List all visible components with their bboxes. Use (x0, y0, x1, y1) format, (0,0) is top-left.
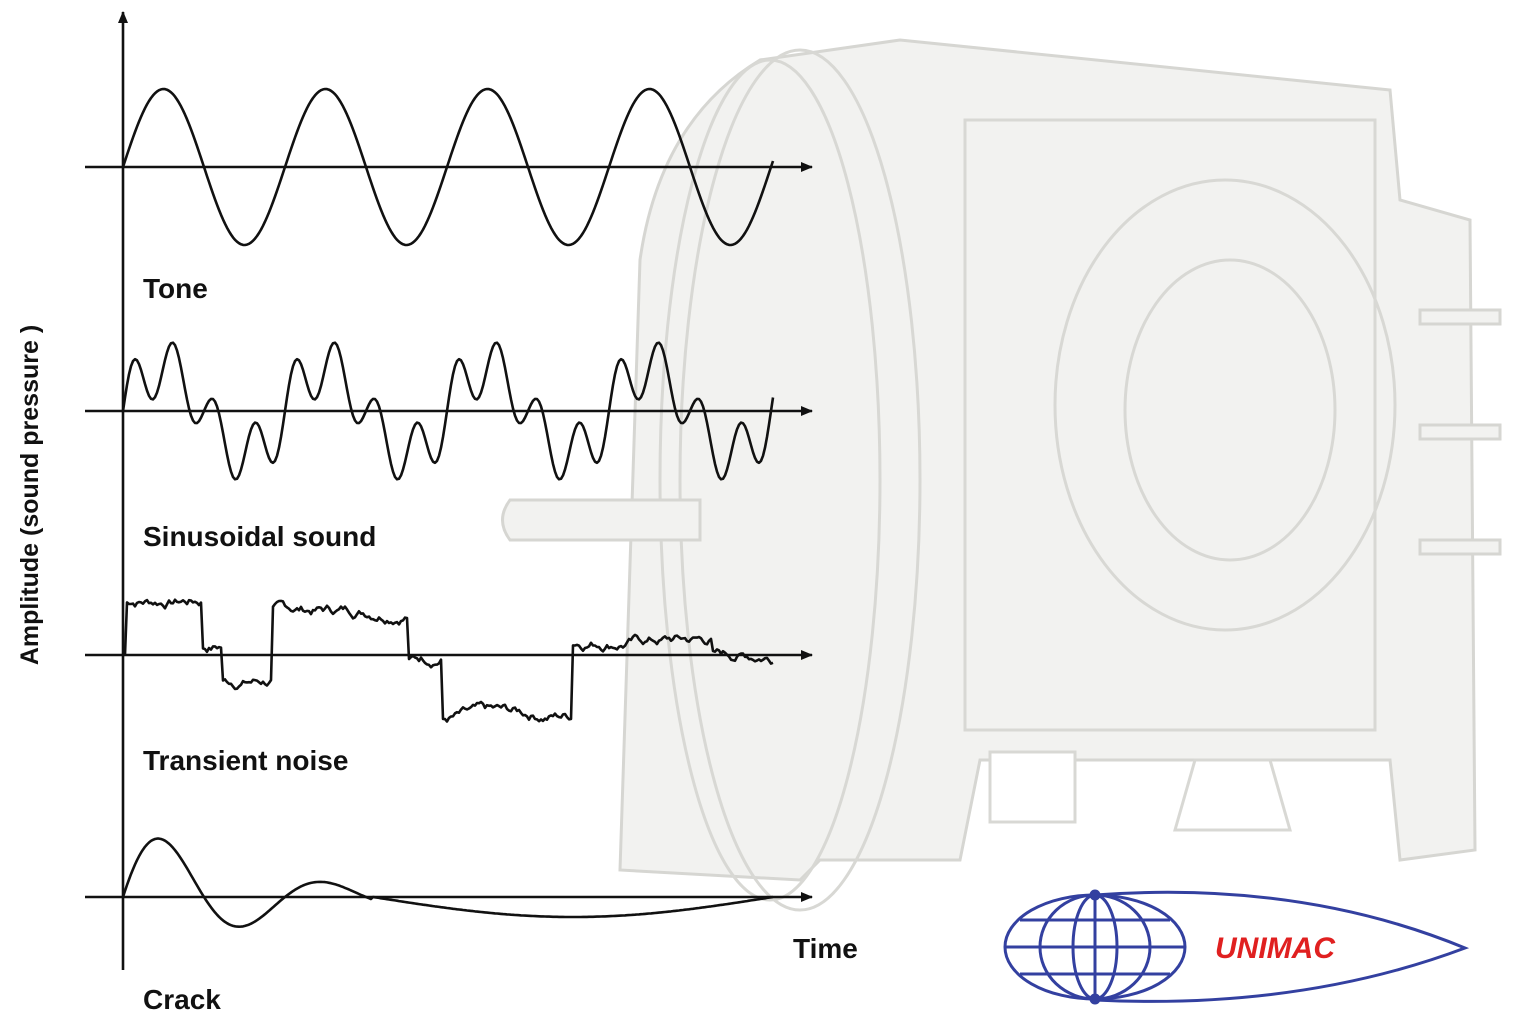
y-axis-label: Amplitude (sound pressure ) (16, 325, 44, 665)
wave-label: Crack (143, 984, 221, 1015)
diagram: Amplitude (sound pressure ) Tone Sinusoi… (0, 0, 1519, 1015)
x-axis-label: Time (793, 933, 858, 964)
wave-label: Tone (143, 273, 208, 304)
logo-text: UNIMAC (1215, 932, 1336, 965)
wave-label: Transient noise (143, 745, 348, 776)
wave-label: Sinusoidal sound (143, 521, 376, 552)
machine-background (503, 40, 1501, 910)
page: {"axis": {"y_label": "Amplitude (sound p… (0, 0, 1519, 1015)
